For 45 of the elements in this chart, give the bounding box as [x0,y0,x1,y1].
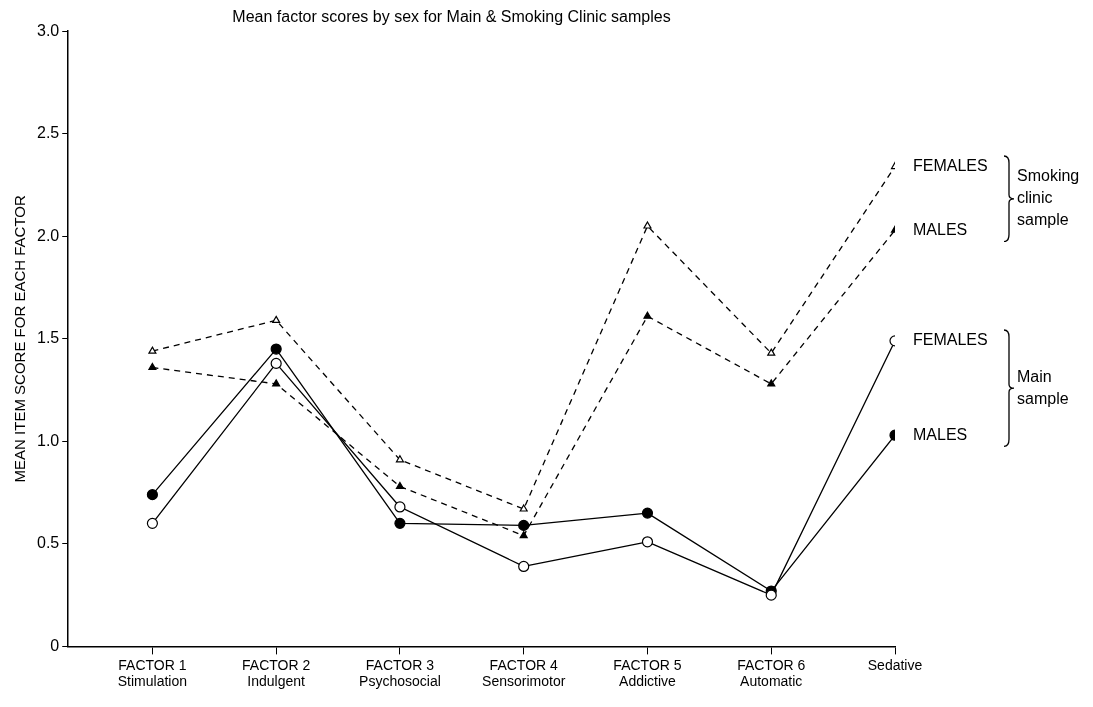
chart-title: Mean factor scores by sex for Main & Smoking Clinic samples [232,8,671,26]
x-tick-label: FACTOR 1 Stimulation [117,656,188,690]
point [272,315,281,323]
x-tick-label: FACTOR 5 Addictive [613,656,682,690]
series-label: FEMALES [913,156,988,174]
point [395,481,404,490]
point [643,221,652,229]
x-tick-label: FACTOR 3 Psychosocial [359,656,441,690]
series-label: FEMALES [913,331,988,349]
point [519,531,528,539]
point [518,519,530,532]
point [272,379,281,387]
y-tick-label: 2.0 [36,226,60,244]
x-tick-label: FACTOR 6 Automatic [737,656,806,690]
series-label: MALES [913,220,968,238]
point [641,536,654,548]
y-tick-label: 1.5 [36,329,60,347]
point [643,311,652,319]
point [518,560,530,573]
x-tick-label: Sedative [867,656,923,673]
point [148,362,157,371]
point [767,348,776,356]
text: Main sample [1017,367,1070,409]
y-tick-label: 1.0 [36,431,60,449]
point [765,589,777,601]
series-label: MALES [913,425,968,443]
point [519,504,528,512]
x-tick-label: FACTOR 4 Sensorimotor [482,656,566,690]
x-tick-label: FACTOR 2 Indulgent [242,656,311,690]
point [394,501,406,513]
y-tick-label: 0 [50,636,60,654]
point [394,517,406,529]
text: Smoking clinic sample [1017,166,1081,231]
point [146,517,158,529]
point [270,343,282,355]
point [641,507,654,519]
point [767,379,776,387]
point [146,489,158,501]
y-tick-label: 3.0 [36,21,60,39]
point [395,455,404,463]
y-tick-label: 2.5 [36,124,60,142]
y-tick-label: 0.5 [36,534,60,552]
y-axis-title: MEAN ITEM SCORE FOR EACH FACTOR [11,195,29,483]
point [270,357,282,370]
point [148,346,157,354]
